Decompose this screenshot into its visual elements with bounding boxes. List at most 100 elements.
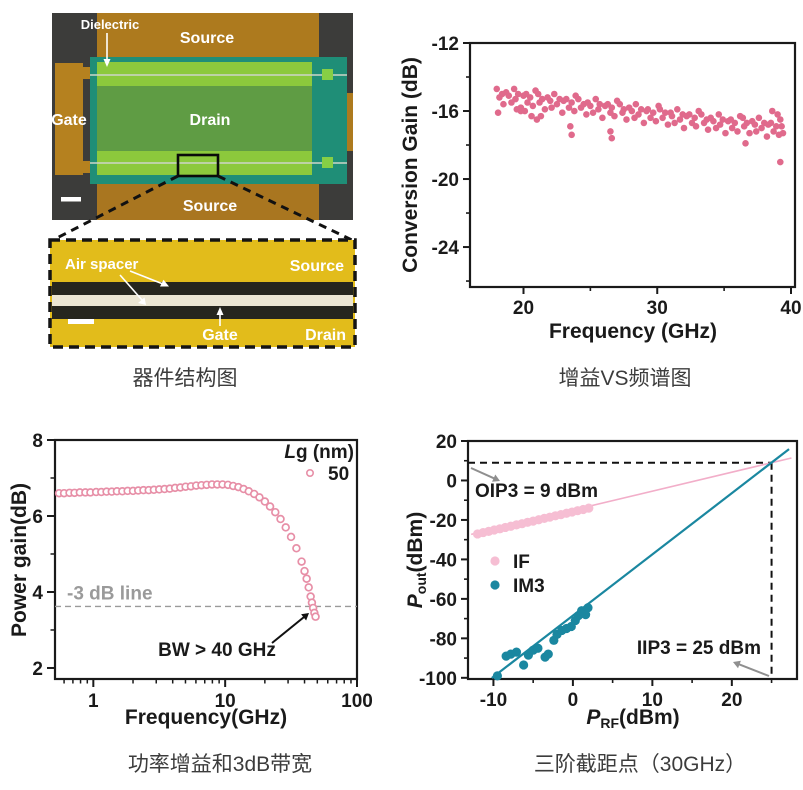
data-point	[758, 124, 765, 132]
data-point	[674, 106, 681, 113]
gate-stripe	[52, 295, 353, 306]
data-point	[297, 557, 306, 566]
data-point	[635, 111, 642, 118]
legend: IF IM3	[490, 552, 545, 597]
data-point	[541, 106, 549, 113]
data-point	[255, 493, 264, 502]
legend-marker	[305, 469, 314, 478]
bw-arrow-shaft	[271, 615, 306, 644]
data-point	[664, 121, 672, 128]
data-point	[661, 109, 669, 117]
iip3-arrow-head	[733, 660, 741, 669]
data-point	[659, 114, 666, 122]
air-spacer-band-bottom	[52, 306, 353, 319]
data-point	[526, 94, 534, 101]
data-point	[537, 112, 545, 120]
data-point	[692, 123, 700, 130]
x-tick-label: 30	[647, 298, 668, 319]
y-tick-label: -12	[432, 34, 459, 55]
im3-points	[492, 603, 593, 681]
air-spacer-arrow-2	[119, 274, 143, 301]
power-gain-panel: 1 10 100 2 4 6 8 Frequency(GHz) Power gain(dB) -3…	[8, 400, 395, 735]
oip3-annotation: OIP3 = 9 dBm	[475, 481, 598, 502]
x-tick-label: 10	[215, 691, 236, 712]
data-point	[568, 99, 575, 106]
source-bottom-metal	[97, 184, 319, 220]
data-point	[752, 128, 760, 135]
data-point	[632, 100, 640, 108]
data-point	[779, 129, 787, 137]
dielectric-arrowhead	[103, 59, 111, 67]
ip3-chart: -10 0 10 20200-20-40-60-80-100PRF(dBm)Pout(…	[404, 432, 799, 731]
data-point	[565, 104, 573, 111]
device-micrograph: Dielectric Source Gate Drain Source Air …	[48, 13, 357, 349]
data-point	[739, 114, 747, 122]
data-point	[770, 128, 777, 135]
data-point	[505, 92, 513, 100]
plot-frame	[468, 41, 797, 289]
im3-data-point	[492, 671, 503, 681]
x-tick-label: 1	[88, 691, 99, 712]
data-point	[260, 497, 270, 506]
data-point	[529, 102, 537, 110]
im3-fit-line	[491, 448, 790, 679]
data-point	[494, 109, 502, 117]
legend-value: 50	[328, 464, 349, 485]
y-tick-label: 20	[436, 432, 457, 453]
data-point	[271, 507, 280, 517]
data-point	[286, 532, 296, 542]
data-point	[774, 111, 781, 118]
data-point	[698, 111, 705, 118]
x-tick-label: 100	[341, 691, 373, 712]
data-point	[493, 85, 501, 93]
inset-drain-label: Drain	[305, 327, 346, 344]
minus3db-label: -3 dB line	[67, 583, 153, 604]
data-point	[553, 100, 561, 108]
x-tick-label: 20	[513, 298, 534, 319]
y-tick-label: -80	[430, 629, 457, 650]
data-point	[742, 140, 749, 147]
inset-scale-bar	[68, 319, 94, 324]
y-tick-label: -24	[432, 238, 460, 259]
data-point	[608, 134, 616, 142]
data-point	[776, 158, 784, 166]
sem-inset: Air spacer Source Gate Drain	[48, 238, 357, 349]
x-tick-label: 10	[642, 690, 663, 711]
data-point	[596, 100, 604, 108]
data-point	[599, 114, 606, 122]
data-point	[548, 104, 555, 111]
data-point	[628, 107, 636, 115]
data-point	[668, 112, 676, 120]
data-point	[751, 121, 759, 128]
caption-gain-vs-freq: 增益VS频谱图	[558, 367, 692, 390]
data-point	[524, 99, 531, 106]
data-point	[568, 131, 575, 139]
data-point	[637, 106, 645, 113]
oip3-arrow-shaft	[470, 467, 497, 480]
data-point	[571, 107, 578, 115]
data-point	[649, 109, 657, 117]
scatter-points	[493, 85, 787, 166]
y-tick-label: 2	[32, 659, 43, 680]
data-point	[644, 106, 652, 113]
im3-data-point	[519, 660, 529, 670]
zoom-connector-right	[217, 174, 355, 243]
air-spacer-arrowhead-2	[138, 297, 146, 305]
power-gain-points	[54, 480, 320, 621]
caption-device: 器件结构图	[132, 367, 238, 390]
zoom-connector-left	[50, 174, 179, 243]
data-point	[676, 116, 684, 123]
y-axis-label: Power gain(dB)	[10, 483, 31, 637]
y-tick-label: 8	[32, 431, 43, 452]
y-tick-label: 0	[446, 471, 457, 492]
y-tick-label: 6	[32, 507, 43, 528]
y-tick-label: -60	[430, 590, 457, 611]
data-point	[691, 114, 698, 122]
data-point	[652, 117, 660, 125]
data-point	[611, 112, 618, 120]
conversion-gain-panel: 20 30 40 -12 -16 -20 -24 Frequency (GHz) Convers…	[399, 0, 803, 352]
data-point	[776, 116, 784, 123]
data-point	[292, 544, 301, 553]
caption-ip3: 三阶截距点（30GHz）	[533, 753, 747, 776]
